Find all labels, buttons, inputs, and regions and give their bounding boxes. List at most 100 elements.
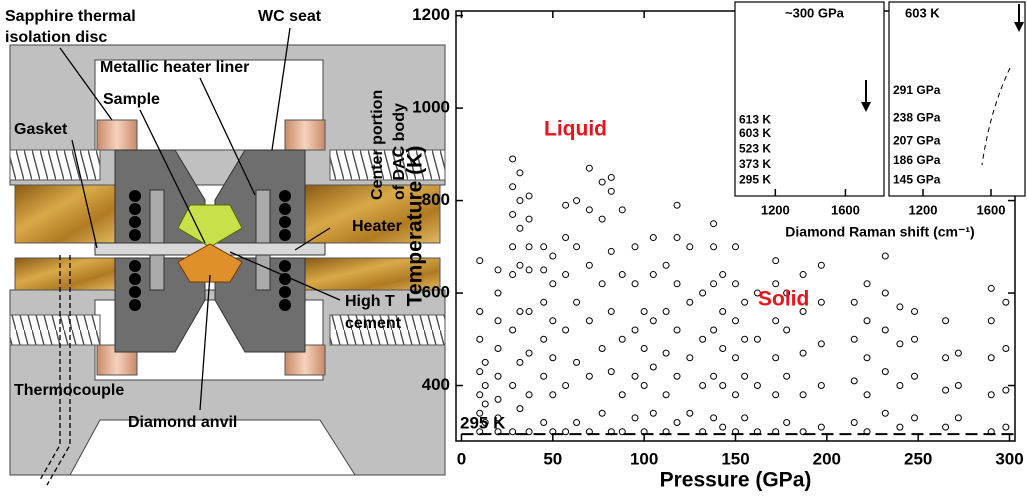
data-point	[525, 391, 533, 399]
data-point	[540, 298, 548, 306]
data-point	[631, 243, 639, 251]
data-point	[476, 257, 484, 265]
data-point	[640, 382, 648, 390]
data-point	[783, 289, 791, 297]
data-point	[525, 349, 533, 357]
data-point	[525, 243, 533, 251]
data-point	[607, 368, 615, 376]
data-point	[640, 345, 648, 353]
data-point	[516, 261, 524, 269]
series-label: 291 GPa	[893, 83, 941, 97]
data-point	[549, 354, 557, 362]
data-point	[896, 423, 904, 431]
data-point	[516, 405, 524, 413]
data-point	[817, 298, 825, 306]
y-tick-label: 400	[422, 375, 450, 394]
data-point	[881, 252, 889, 260]
data-point	[607, 308, 615, 316]
data-point	[549, 428, 557, 436]
x-tick-label: 1200	[761, 202, 790, 217]
data-point	[783, 372, 791, 380]
data-point	[509, 382, 517, 390]
data-point	[719, 345, 727, 353]
data-point	[772, 280, 780, 288]
data-point	[799, 428, 807, 436]
data-point	[598, 178, 606, 186]
series-label: 603 K	[739, 126, 771, 140]
data-point	[494, 266, 502, 274]
data-point	[494, 345, 502, 353]
data-point	[476, 428, 484, 436]
data-point	[719, 271, 727, 279]
data-point	[598, 345, 606, 353]
data-point	[686, 354, 694, 362]
data-point	[710, 372, 718, 380]
data-point	[673, 280, 681, 288]
data-point	[516, 224, 524, 232]
data-point	[573, 298, 581, 306]
data-point	[686, 409, 694, 417]
data-point	[911, 335, 919, 343]
data-point	[494, 372, 502, 380]
data-point	[896, 340, 904, 348]
data-point	[863, 391, 871, 399]
data-point	[540, 335, 548, 343]
data-point	[509, 271, 517, 279]
data-point	[631, 326, 639, 334]
data-point	[719, 308, 727, 316]
data-point	[673, 201, 681, 209]
series-label: 238 GPa	[893, 110, 941, 124]
data-point	[525, 215, 533, 223]
label: High T	[345, 293, 395, 310]
data-point	[509, 155, 517, 163]
data-point	[516, 169, 524, 177]
data-point	[585, 164, 593, 172]
series-label: 186 GPa	[893, 153, 941, 167]
data-point	[799, 349, 807, 357]
data-point	[549, 252, 557, 260]
x-tick-label: 200	[813, 449, 841, 468]
data-point	[732, 243, 739, 251]
data-point	[772, 257, 780, 265]
data-point	[618, 335, 626, 343]
label: Gasket	[14, 121, 68, 138]
label: cement	[345, 315, 402, 332]
data-point	[753, 428, 761, 436]
data-point	[494, 395, 502, 403]
data-point	[481, 382, 489, 390]
data-point	[799, 308, 807, 316]
data-point	[863, 428, 871, 436]
data-point	[741, 335, 749, 343]
data-point	[509, 243, 517, 251]
label: Thermocouple	[14, 382, 124, 399]
data-point	[850, 377, 858, 385]
data-point	[732, 280, 739, 288]
y-axis-label: Temperature (K)	[404, 146, 427, 307]
data-point	[863, 317, 871, 325]
data-point	[753, 335, 761, 343]
data-point	[562, 271, 570, 279]
data-point	[573, 358, 581, 366]
data-point	[540, 372, 548, 380]
data-point	[598, 409, 606, 417]
data-point	[494, 289, 502, 297]
data-point	[732, 354, 739, 362]
label: of DAC body	[391, 103, 408, 200]
data-point	[863, 354, 871, 362]
data-point	[585, 261, 593, 269]
data-point	[585, 317, 593, 325]
data-point	[516, 197, 524, 205]
data-point	[549, 317, 557, 325]
data-point	[662, 428, 670, 436]
data-point	[954, 382, 962, 390]
data-point	[710, 220, 718, 228]
data-point	[799, 391, 807, 399]
series-label: 373 K	[739, 157, 771, 171]
data-point	[817, 382, 825, 390]
label: isolation disc	[5, 29, 107, 46]
data-point	[562, 326, 570, 334]
data-point	[476, 308, 484, 316]
data-point	[494, 428, 502, 436]
data-point	[817, 261, 825, 269]
data-point	[896, 382, 904, 390]
